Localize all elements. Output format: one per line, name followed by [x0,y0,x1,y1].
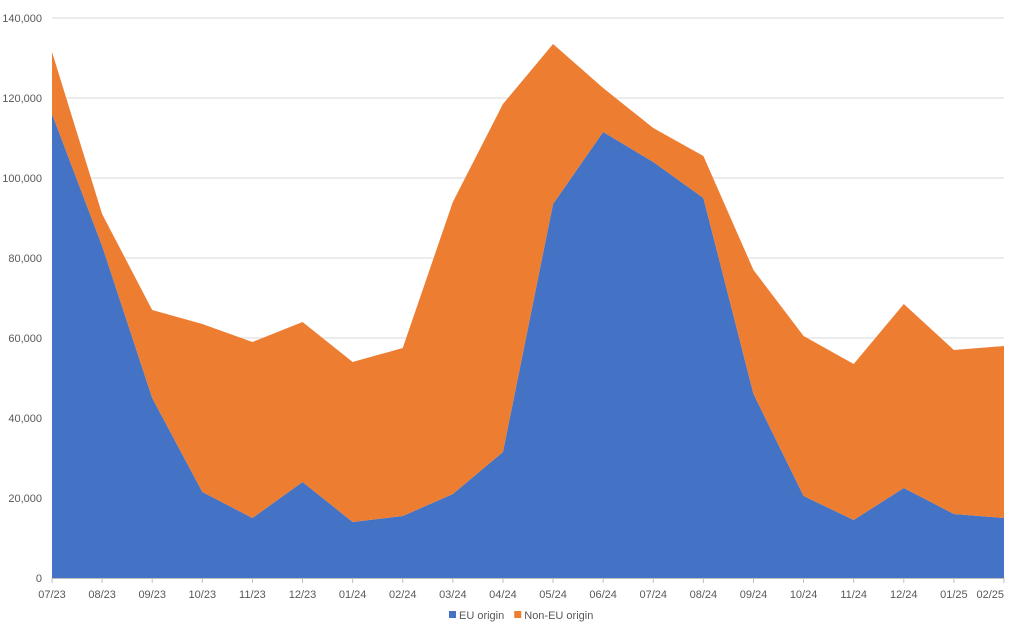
legend-swatch [514,611,522,618]
x-tick-label: 11/24 [840,589,867,601]
x-tick-label: 12/24 [890,589,918,601]
x-tick-label: 01/25 [940,589,968,601]
x-tick-label: 06/24 [589,589,617,601]
y-tick-label: 140,000 [2,13,42,25]
x-tick-label: 02/25 [976,589,1004,601]
legend-label: EU origin [459,610,504,622]
x-tick-label: 09/24 [740,589,768,601]
x-tick-label: 11/23 [239,589,266,601]
area-series-eu-origin [52,114,1004,578]
y-tick-label: 20,000 [8,493,42,505]
x-tick-label: 10/23 [189,589,217,601]
legend-swatch [449,611,456,618]
y-tick-label: 60,000 [8,333,42,345]
x-tick-label: 04/24 [489,589,517,601]
x-tick-label: 08/24 [690,589,718,601]
x-tick-label: 05/24 [539,589,567,601]
y-tick-label: 40,000 [8,413,42,425]
area-series-non-eu-origin [52,44,1004,522]
area-series [52,44,1004,578]
y-tick-label: 100,000 [2,173,42,185]
x-tick-label: 03/24 [439,589,467,601]
x-tick-label: 10/24 [790,589,818,601]
x-tick-label: 07/23 [38,589,66,601]
x-tick-label: 07/24 [639,589,667,601]
legend: EU origin Non-EU origin [449,610,593,622]
y-tick-label: 120,000 [2,93,42,105]
legend-label: Non-EU origin [524,610,593,622]
x-tick-label: 02/24 [389,589,417,601]
axes: 0 20,000 40,000 60,000 80,000 100,000 120,000 1… [2,13,1005,601]
x-tick-label: 09/23 [138,589,166,601]
y-tick-label: 80,000 [8,253,42,265]
x-tick-label: 08/23 [88,589,116,601]
x-tick-label: 12/23 [289,589,317,601]
y-tick-label: 0 [36,573,42,585]
x-tick-label: 01/24 [339,589,367,601]
